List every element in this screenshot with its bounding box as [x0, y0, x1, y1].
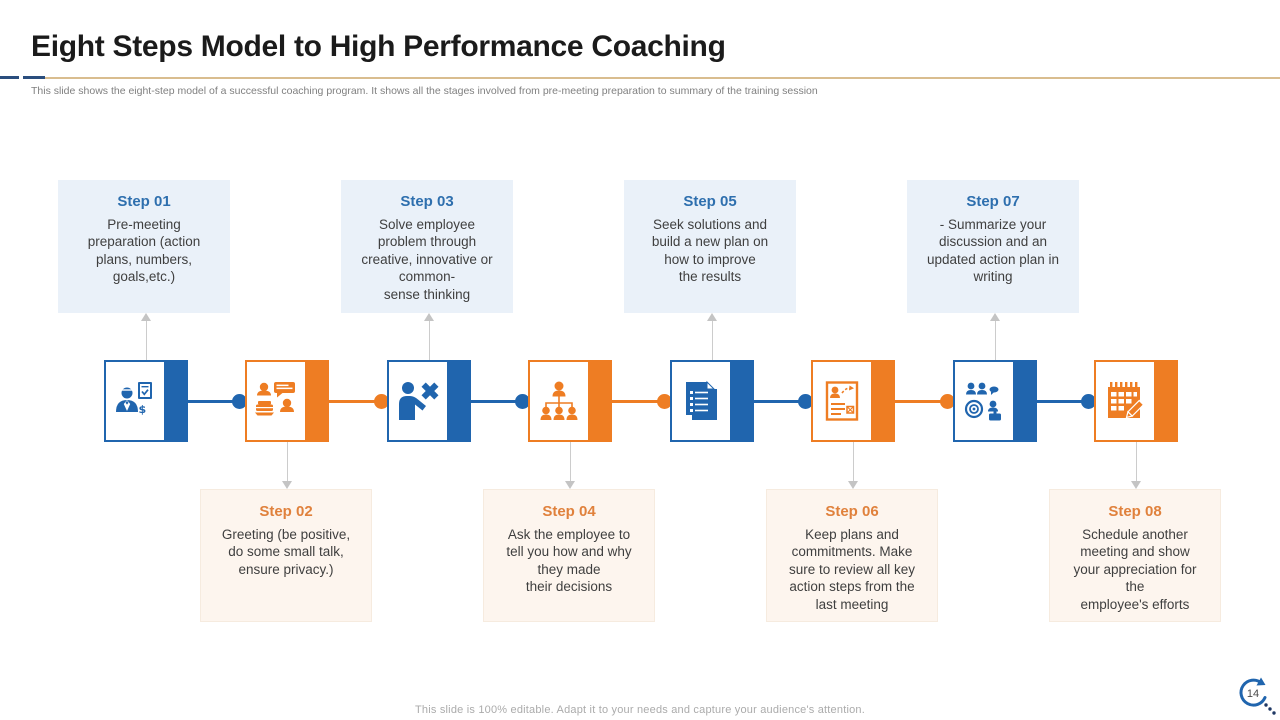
step-02-card: Step 02 Greeting (be positive, do some s…	[200, 489, 372, 622]
accent-bar	[447, 362, 469, 440]
accent-bar	[730, 362, 752, 440]
connector-step-08	[1136, 442, 1137, 482]
step-03-text: Solve employee problem through creative,…	[361, 217, 493, 302]
step-04-text: Ask the employee to tell you how and why…	[506, 527, 632, 595]
greeting-conversation-icon	[247, 362, 305, 440]
accent-bar	[305, 362, 327, 440]
svg-text:$: $	[139, 403, 147, 416]
calendar-schedule-icon	[1096, 362, 1154, 440]
page-number: 14	[1247, 688, 1259, 700]
action-plan-document-icon	[813, 362, 871, 440]
timeline-line-2-3	[329, 400, 387, 403]
page-number-badge: 14	[1239, 677, 1276, 715]
step-08-label: Step 08	[1108, 503, 1162, 520]
timeline-dot-7	[940, 394, 955, 409]
step-03-icon-box	[387, 360, 471, 442]
team-hierarchy-icon	[530, 362, 588, 440]
step-04-card: Step 04 Ask the employee to tell you how…	[483, 489, 655, 622]
footer-note: This slide is 100% editable. Adapt it to…	[415, 704, 865, 716]
timeline-dot-8	[1081, 394, 1096, 409]
timeline-line-5-6	[754, 400, 811, 403]
timeline-dot-3	[374, 394, 389, 409]
accent-bar	[164, 362, 186, 440]
team-target-discussion-icon	[955, 362, 1013, 440]
step-07-card: Step 07 - Summarize your discussion and …	[907, 180, 1079, 313]
timeline-line-6-7	[895, 400, 953, 403]
timeline-line-7-8	[1037, 400, 1094, 403]
connector-step-05	[712, 320, 713, 360]
connector-step-07	[995, 320, 996, 360]
slide-subtitle: This slide shows the eight-step model of…	[31, 85, 818, 97]
step-06-card: Step 06 Keep plans and commitments. Make…	[766, 489, 938, 622]
documents-checklist-icon	[672, 362, 730, 440]
title-underline-blue-segment	[23, 76, 45, 79]
accent-bar	[1013, 362, 1035, 440]
timeline-line-4-5	[612, 400, 670, 403]
step-05-text: Seek solutions and build a new plan on h…	[651, 217, 769, 285]
step-01-icon-box: $	[104, 360, 188, 442]
step-07-icon-box	[953, 360, 1037, 442]
step-04-label: Step 04	[542, 503, 596, 520]
step-02-icon-box	[245, 360, 329, 442]
accent-bar	[871, 362, 893, 440]
arrow-up-step-03-icon	[424, 313, 434, 321]
connector-step-06	[853, 442, 854, 482]
step-01-text: Pre-meeting preparation (action plans, n…	[87, 217, 201, 285]
step-06-icon-box	[811, 360, 895, 442]
step-08-text: Schedule another meeting and show your a…	[1073, 527, 1197, 612]
connector-step-03	[429, 320, 430, 360]
timeline-dot-5	[657, 394, 672, 409]
step-05-label: Step 05	[683, 193, 737, 210]
timeline-line-1-2	[188, 400, 245, 403]
step-03-card: Step 03 Solve employee problem through c…	[341, 180, 513, 313]
title-underline-blue-segment	[0, 76, 19, 79]
arrow-up-step-07-icon	[990, 313, 1000, 321]
problem-solving-puzzle-icon	[389, 362, 447, 440]
timeline-dot-2	[232, 394, 247, 409]
arrow-up-step-01-icon	[141, 313, 151, 321]
connector-step-01	[146, 320, 147, 360]
arrow-up-step-05-icon	[707, 313, 717, 321]
step-05-icon-box	[670, 360, 754, 442]
accent-bar	[1154, 362, 1176, 440]
step-03-label: Step 03	[400, 193, 454, 210]
arrow-down-step-08-icon	[1131, 481, 1141, 489]
step-07-label: Step 07	[966, 193, 1020, 210]
slide-title: Eight Steps Model to High Performance Co…	[31, 30, 726, 63]
step-01-card: Step 01 Pre-meeting preparation (action …	[58, 180, 230, 313]
step-08-icon-box	[1094, 360, 1178, 442]
step-02-text: Greeting (be positive, do some small tal…	[221, 527, 351, 577]
title-underline-tan	[45, 77, 1280, 79]
connector-step-02	[287, 442, 288, 482]
accent-bar	[588, 362, 610, 440]
timeline-dot-6	[798, 394, 813, 409]
step-05-card: Step 05 Seek solutions and build a new p…	[624, 180, 796, 313]
step-08-card: Step 08 Schedule another meeting and sho…	[1049, 489, 1221, 622]
connector-step-04	[570, 442, 571, 482]
step-07-text: - Summarize your discussion and an updat…	[926, 217, 1060, 285]
step-06-text: Keep plans and commitments. Make sure to…	[788, 527, 916, 612]
arrow-down-step-06-icon	[848, 481, 858, 489]
timeline-line-3-4	[471, 400, 528, 403]
manager-checklist-dollar-icon: $	[106, 362, 164, 440]
step-04-icon-box	[528, 360, 612, 442]
step-02-label: Step 02	[259, 503, 313, 520]
step-06-label: Step 06	[825, 503, 879, 520]
step-01-label: Step 01	[117, 193, 171, 210]
arrow-down-step-02-icon	[282, 481, 292, 489]
arrow-down-step-04-icon	[565, 481, 575, 489]
timeline-dot-4	[515, 394, 530, 409]
